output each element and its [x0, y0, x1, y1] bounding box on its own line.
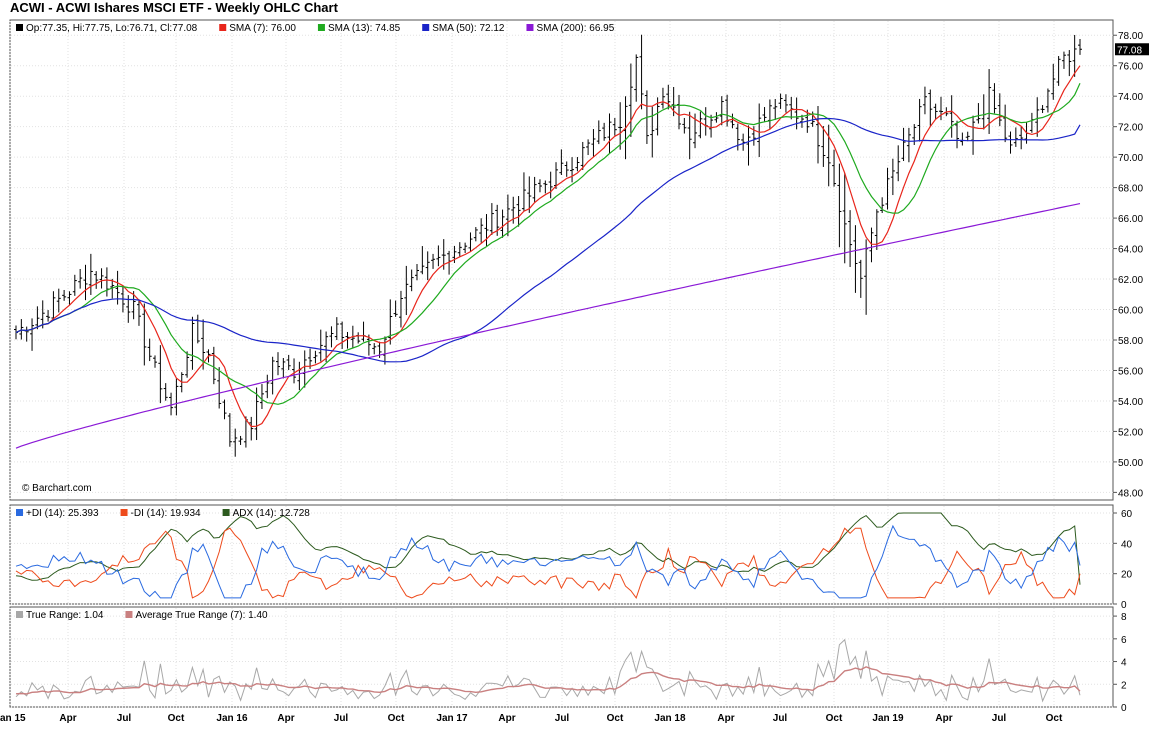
sma-7-line [15, 65, 1081, 428]
legend-tr-swatch [125, 611, 133, 618]
legend-dmi-swatch [120, 509, 128, 516]
legend-dmi-item: -DI (14): 19.934 [131, 508, 201, 519]
x-tick-label: Apr [277, 713, 294, 724]
y-tick-label: 52.00 [1118, 427, 1143, 438]
legend-main-swatch [317, 24, 325, 31]
y-tick-label: 58.00 [1118, 336, 1143, 347]
plus-di-line [15, 524, 1081, 599]
last-price-label: 77.08 [1117, 45, 1142, 56]
y-tick-label: 50.00 [1118, 458, 1143, 469]
legend-dmi-swatch [16, 509, 23, 516]
x-tick-label: Jul [555, 713, 570, 724]
price-panel [9, 19, 1114, 501]
legend-main-swatch [219, 24, 227, 31]
y-tick-label: 54.00 [1118, 397, 1143, 408]
y-tick-label: 76.00 [1118, 62, 1143, 73]
tr-tick-label: 6 [1121, 635, 1127, 646]
atr-line [15, 666, 1081, 695]
sma-13-line [15, 82, 1081, 405]
dmi-tick-label: 20 [1121, 570, 1133, 581]
y-tick-label: 56.00 [1118, 366, 1143, 377]
x-tick-label: Oct [607, 713, 624, 724]
tr-tick-label: 4 [1121, 658, 1127, 669]
page-title: ACWI - ACWI Ishares MSCI ETF - Weekly OH… [10, 0, 338, 15]
y-tick-label: 68.00 [1118, 184, 1143, 195]
dmi-tick-label: 0 [1121, 600, 1127, 611]
legend-main-item: SMA (50): 72.12 [432, 23, 505, 34]
legend-dmi-item: +DI (14): 25.393 [26, 508, 99, 519]
dmi-tick-label: 60 [1121, 509, 1133, 520]
legend-main-swatch [422, 24, 430, 31]
y-tick-label: 64.00 [1118, 245, 1143, 256]
y-tick-label: 70.00 [1118, 153, 1143, 164]
x-tick-label: Apr [717, 713, 734, 724]
minus-di-line [15, 527, 1081, 599]
x-tick-label: Jan 18 [654, 713, 686, 724]
y-tick-label: 72.00 [1118, 123, 1143, 134]
x-tick-label: Jan 19 [872, 713, 904, 724]
tr-tick-label: 0 [1121, 703, 1127, 714]
x-tick-label: Jan 16 [216, 713, 248, 724]
legend-main-item: SMA (200): 66.95 [536, 23, 614, 34]
y-tick-label: 66.00 [1118, 214, 1143, 225]
legend-dmi-swatch [222, 509, 230, 516]
y-tick-label: 62.00 [1118, 275, 1143, 286]
adx-line [15, 512, 1081, 585]
legend-tr-item: True Range: 1.04 [26, 610, 104, 621]
tr-tick-label: 8 [1121, 612, 1127, 623]
y-tick-label: 60.00 [1118, 306, 1143, 317]
legend-main-swatch [16, 24, 23, 31]
sma-50-line [15, 117, 1081, 363]
legend-main-item: Op:77.35, Hi:77.75, Lo:76.71, Cl:77.08 [26, 23, 198, 34]
dmi-tick-label: 40 [1121, 539, 1133, 550]
legend-tr-swatch [16, 611, 23, 618]
x-tick-label: Apr [935, 713, 952, 724]
legend-dmi-item: ADX (14): 12.728 [233, 508, 311, 519]
x-tick-label: Jul [117, 713, 132, 724]
sma-200-line [15, 203, 1081, 449]
y-tick-label: 48.00 [1118, 488, 1143, 499]
x-tick-label: Oct [168, 713, 185, 724]
legend-tr-item: Average True Range (7): 1.40 [135, 610, 268, 621]
true-range-line [15, 638, 1081, 703]
x-tick-label: Jul [992, 713, 1007, 724]
x-tick-label: Apr [59, 713, 76, 724]
x-tick-label: Apr [498, 713, 515, 724]
x-tick-label: Jan 17 [436, 713, 468, 724]
y-tick-label: 74.00 [1118, 92, 1143, 103]
x-tick-label: Oct [826, 713, 843, 724]
y-tick-label: 78.00 [1118, 31, 1143, 42]
x-tick-label: Jul [334, 713, 349, 724]
legend-main-item: SMA (7): 76.00 [229, 23, 296, 34]
x-tick-label: Oct [388, 713, 405, 724]
x-tick-label: Jan 15 [0, 713, 26, 724]
legend-main-swatch [526, 24, 534, 31]
last-price-box [1115, 43, 1149, 56]
watermark: © Barchart.com [22, 483, 92, 494]
tr-tick-label: 2 [1121, 680, 1127, 691]
x-tick-label: Oct [1046, 713, 1063, 724]
legend-main-item: SMA (13): 74.85 [328, 23, 401, 34]
x-tick-label: Jul [773, 713, 788, 724]
